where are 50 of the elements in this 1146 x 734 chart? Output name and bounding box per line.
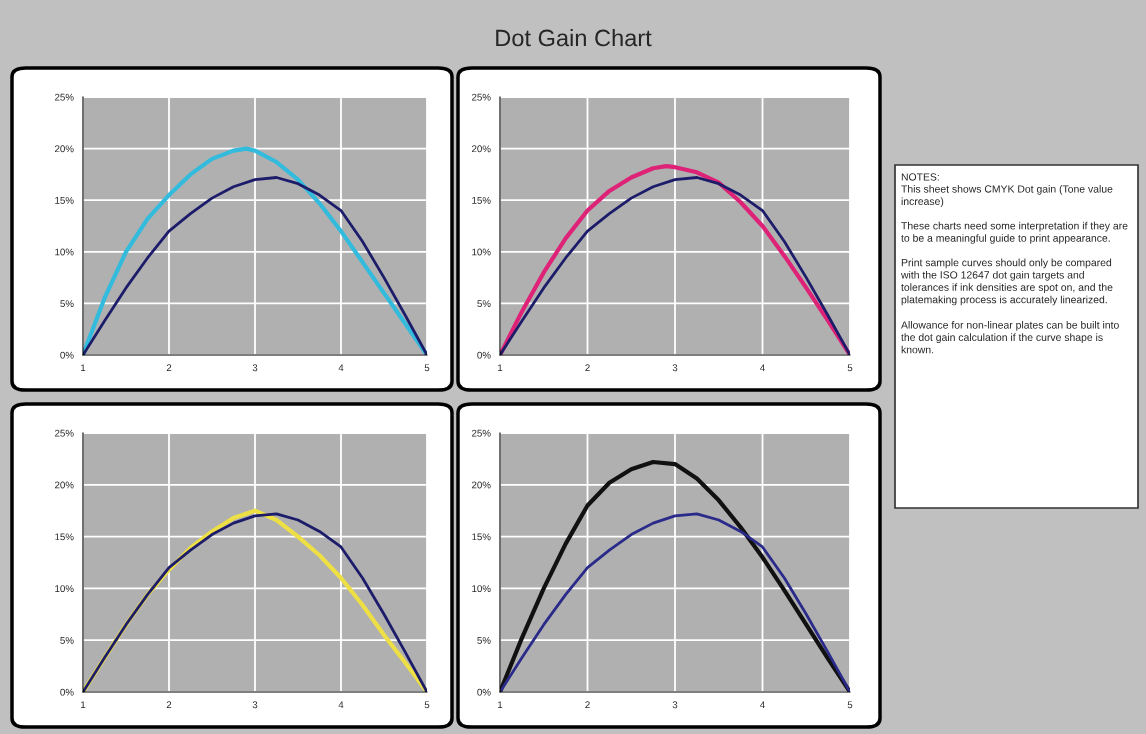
y-tick-label: 5% [60,300,74,308]
x-tick-label: 5 [424,364,430,372]
x-tick-label: 2 [166,364,172,372]
y-tick-label: 20% [472,481,491,489]
x-tick-label: 3 [672,364,678,372]
x-tick-label: 4 [338,364,344,372]
x-tick-label: 1 [81,701,86,709]
y-tick-label: 0% [60,351,74,359]
x-tick-label: 3 [252,364,258,372]
y-tick-label: 25% [55,429,74,437]
x-tick-label: 2 [585,701,590,709]
y-tick-label: 20% [472,145,491,153]
x-tick-label: 5 [847,701,853,709]
x-tick-label: 1 [498,701,503,709]
x-tick-label: 5 [424,701,430,709]
text: NOTES: [901,173,939,181]
x-tick-label: 1 [81,364,86,372]
y-tick-label: 0% [477,688,491,696]
x-tick-label: 4 [760,364,765,372]
y-tick-label: 15% [55,196,74,204]
y-tick-label: 5% [477,300,491,308]
y-tick-label: 5% [477,636,491,644]
y-tick-label: 15% [472,533,491,541]
x-tick-label: 4 [760,701,765,709]
x-tick-label: 2 [166,701,172,709]
y-tick-label: 15% [472,196,491,204]
text: This sheet shows CMYK Dot gain (Tone value increase) [901,185,1113,208]
y-tick-label: 10% [55,585,74,593]
x-tick-label: 1 [498,364,503,372]
y-tick-label: 10% [472,585,491,593]
y-tick-label: 25% [472,93,491,101]
x-tick-label: 3 [672,701,678,709]
y-tick-label: 0% [60,688,74,696]
text: Dot Gain Chart [496,29,652,47]
y-tick-label: 0% [477,351,491,359]
y-tick-label: 25% [55,93,74,101]
y-tick-label: 10% [55,248,74,256]
x-tick-label: 4 [338,701,344,709]
text: Allowance for non-linear plates can be built into the dot gain calculation if the curve shape is known. [901,321,1119,354]
x-tick-label: 5 [847,364,853,372]
y-tick-label: 15% [55,533,74,541]
y-tick-label: 20% [55,145,74,153]
text: Print sample curves should only be compared with the ISO 12647 dot gain targets and tolerances if ink densities are spot on, and the platemaking process is accurately linearized. [900,258,1113,306]
y-tick-label: 5% [60,636,74,644]
x-tick-label: 3 [252,701,258,709]
y-tick-label: 10% [472,248,491,256]
x-tick-label: 2 [585,364,590,372]
y-tick-label: 25% [472,429,491,437]
text: These charts need some interpretation if they are to be a meaningful guide to print appearance. [901,221,1128,244]
y-tick-label: 20% [55,481,74,489]
